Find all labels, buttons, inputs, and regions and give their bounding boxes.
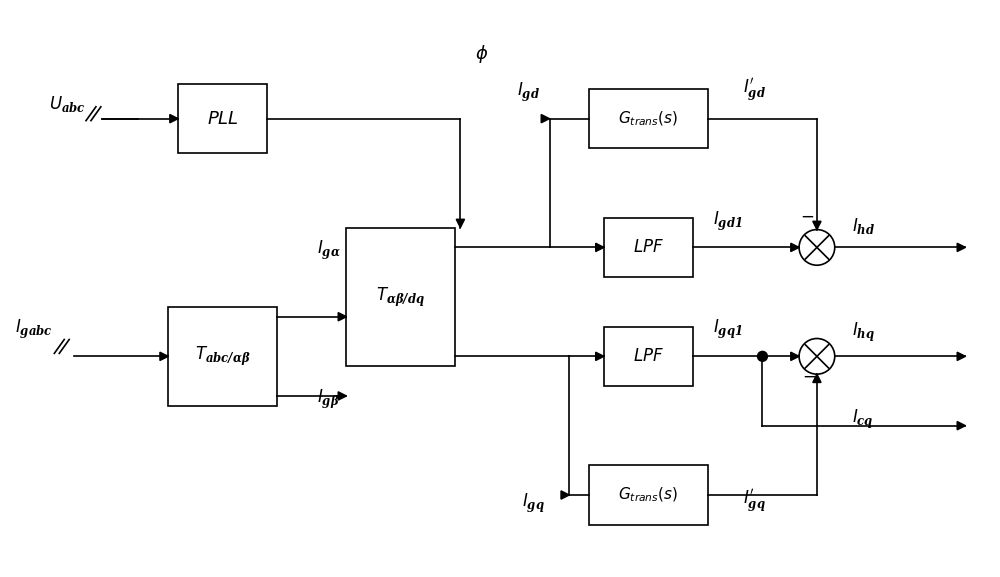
Text: $I_{\mathregular{gd1}}$: $I_{\mathregular{gd1}}$ xyxy=(713,209,742,233)
Text: $I_{\mathregular{gd}}$: $I_{\mathregular{gd}}$ xyxy=(517,81,540,104)
Text: $I_{\mathregular{gabc}}$: $I_{\mathregular{gabc}}$ xyxy=(15,319,52,342)
Text: $PLL$: $PLL$ xyxy=(207,110,239,128)
Text: $-$: $-$ xyxy=(802,368,816,385)
Text: $G_{trans}(s)$: $G_{trans}(s)$ xyxy=(618,486,679,504)
Text: $I_{\mathregular{hq}}$: $I_{\mathregular{hq}}$ xyxy=(852,321,875,344)
Text: $I_{\mathregular{gα}}$: $I_{\mathregular{gα}}$ xyxy=(317,239,341,263)
Polygon shape xyxy=(791,352,799,361)
Polygon shape xyxy=(561,491,569,499)
Polygon shape xyxy=(160,352,168,361)
Text: $-$: $-$ xyxy=(800,207,814,224)
Text: $T_{\mathregular{αβ/dq}}$: $T_{\mathregular{αβ/dq}}$ xyxy=(376,285,425,309)
Polygon shape xyxy=(957,352,965,361)
Polygon shape xyxy=(338,392,346,400)
Text: $\phi$: $\phi$ xyxy=(475,43,489,65)
Bar xyxy=(178,84,267,153)
Text: $I_{\mathregular{gq}}'$: $I_{\mathregular{gq}}'$ xyxy=(743,488,765,515)
Text: $T_{\mathregular{abc/αβ}}$: $T_{\mathregular{abc/αβ}}$ xyxy=(195,344,251,368)
Bar xyxy=(604,327,693,386)
Circle shape xyxy=(757,351,767,361)
Polygon shape xyxy=(456,219,465,227)
Polygon shape xyxy=(791,243,799,252)
Bar xyxy=(604,218,693,277)
Bar xyxy=(168,307,277,406)
Polygon shape xyxy=(813,221,821,230)
Text: $I_{\mathregular{gd}}'$: $I_{\mathregular{gd}}'$ xyxy=(743,77,766,104)
Polygon shape xyxy=(596,243,604,252)
Text: $LPF$: $LPF$ xyxy=(633,239,664,256)
Text: $LPF$: $LPF$ xyxy=(633,348,664,365)
Polygon shape xyxy=(541,114,550,123)
Polygon shape xyxy=(813,374,821,383)
Polygon shape xyxy=(338,313,346,321)
Text: $I_{\mathregular{hd}}$: $I_{\mathregular{hd}}$ xyxy=(852,216,875,235)
Text: $I_{\mathregular{cq}}$: $I_{\mathregular{cq}}$ xyxy=(852,407,873,430)
Bar xyxy=(346,227,455,366)
Bar xyxy=(589,465,708,524)
Text: $I_{\mathregular{gβ}}$: $I_{\mathregular{gβ}}$ xyxy=(317,388,339,411)
Polygon shape xyxy=(957,243,965,252)
Text: $I_{\mathregular{gq1}}$: $I_{\mathregular{gq1}}$ xyxy=(713,319,742,342)
Polygon shape xyxy=(957,422,965,430)
Bar xyxy=(589,89,708,148)
Text: $G_{trans}(s)$: $G_{trans}(s)$ xyxy=(618,110,679,128)
Polygon shape xyxy=(596,352,604,361)
Polygon shape xyxy=(170,114,178,123)
Text: $U_{\mathregular{abc}}$: $U_{\mathregular{abc}}$ xyxy=(49,93,86,114)
Text: $I_{\mathregular{gq}}$: $I_{\mathregular{gq}}$ xyxy=(522,492,545,515)
